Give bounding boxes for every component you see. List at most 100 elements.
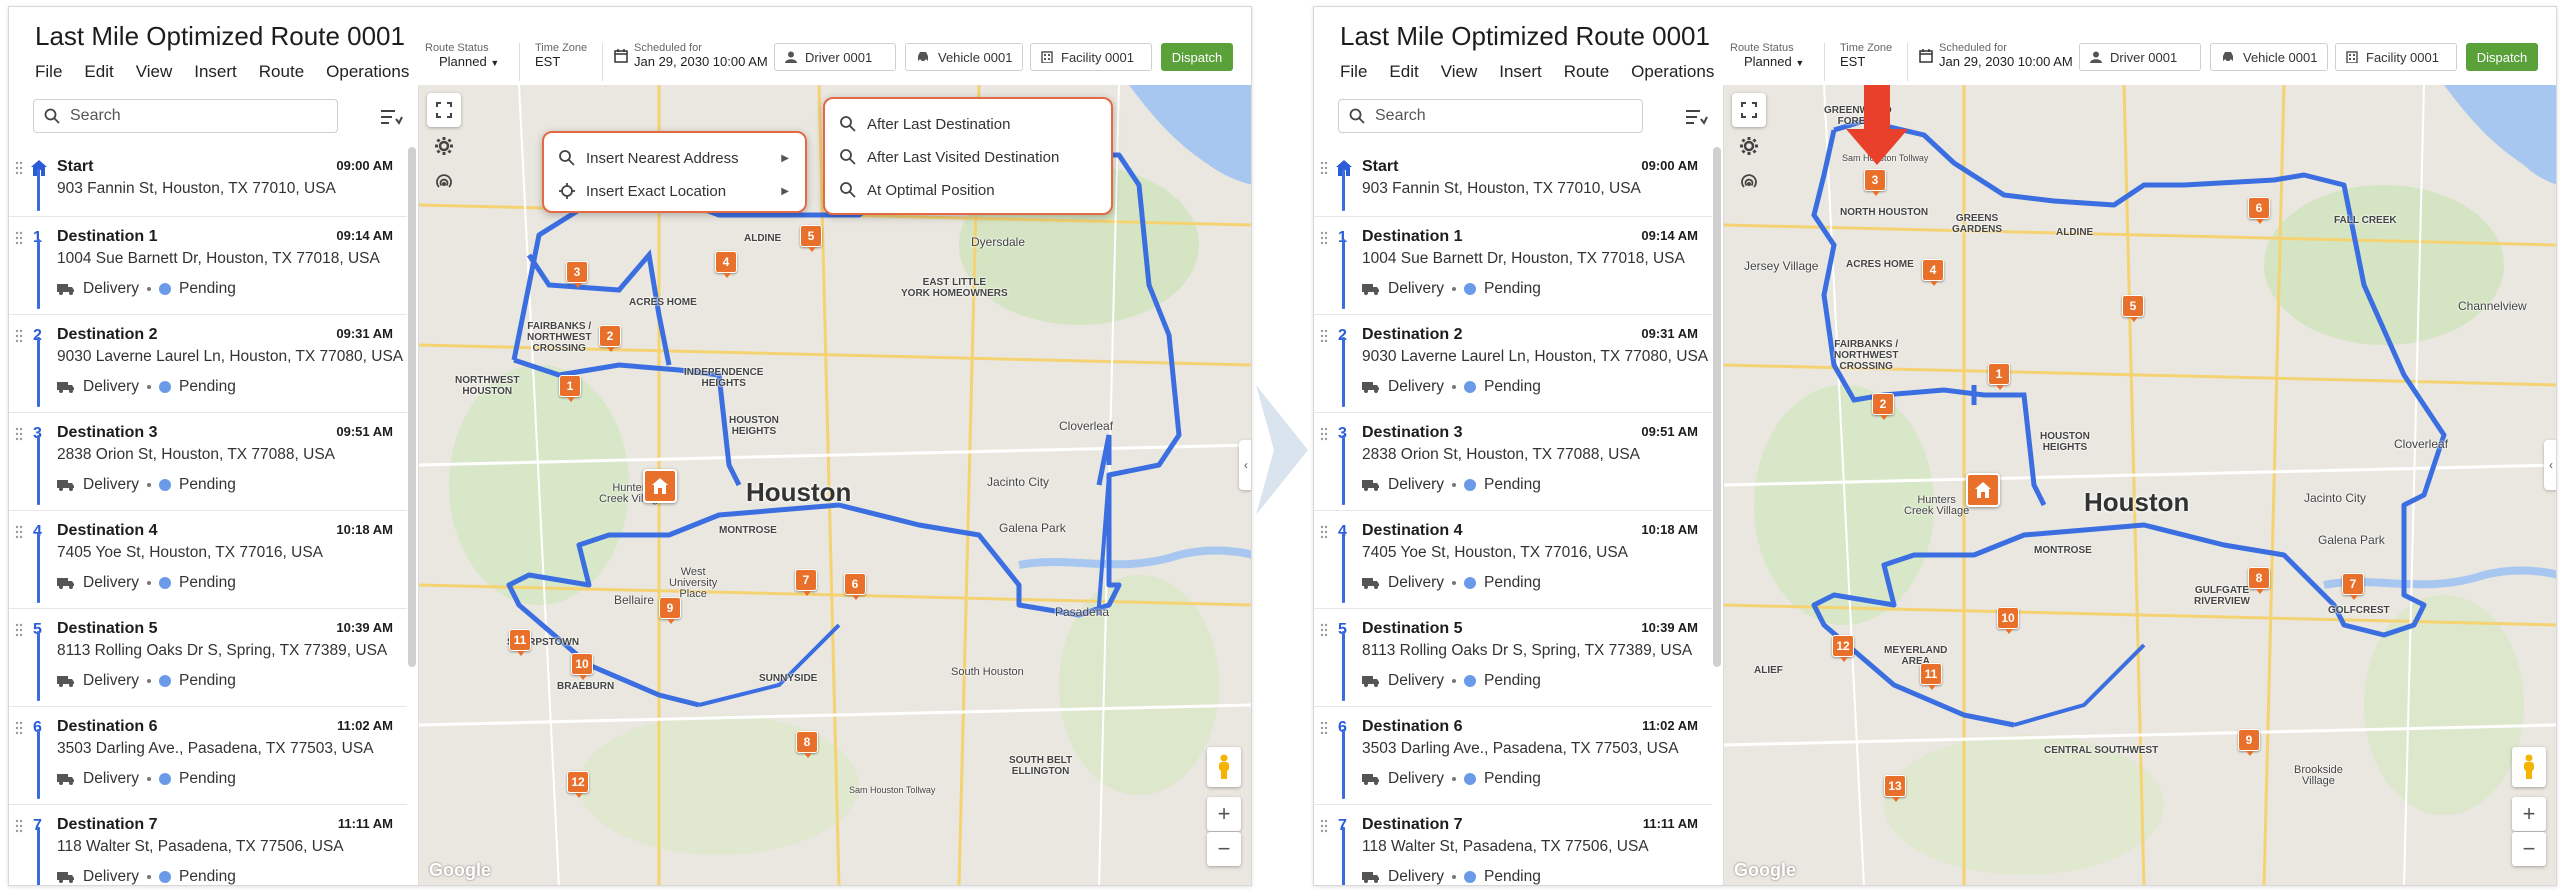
list-item[interactable]: 4 Destination 4 10:18 AM 7405 Yoe St, Ho… xyxy=(1314,511,1712,609)
geofence-button[interactable] xyxy=(1732,165,1766,199)
map-view[interactable]: ‹ + − Google Houston GREENWOOD FOREST NOR… xyxy=(1724,85,2556,885)
drag-handle-icon[interactable] xyxy=(1320,721,1328,735)
menu-file[interactable]: File xyxy=(35,62,63,81)
vehicle-button[interactable]: Vehicle 0001 xyxy=(905,43,1023,71)
marker-stop[interactable]: 12 xyxy=(1832,635,1854,662)
fullscreen-button[interactable] xyxy=(1732,93,1766,127)
marker-stop[interactable]: 7 xyxy=(795,569,817,596)
menu-insert[interactable]: Insert xyxy=(1499,62,1542,81)
list-item[interactable]: 6 Destination 6 11:02 AM 3503 Darling Av… xyxy=(1314,707,1712,805)
menu-file[interactable]: File xyxy=(1340,62,1368,81)
drag-handle-icon[interactable] xyxy=(1320,623,1328,637)
drag-handle-icon[interactable] xyxy=(1320,427,1328,441)
marker-stop[interactable]: 1 xyxy=(559,375,581,402)
marker-stop[interactable]: 5 xyxy=(2122,295,2144,322)
menu-insert[interactable]: Insert xyxy=(194,62,237,81)
settings-button[interactable] xyxy=(1732,129,1766,163)
marker-stop[interactable]: 4 xyxy=(1922,259,1944,286)
drag-handle-icon[interactable] xyxy=(1320,819,1328,833)
drag-handle-icon[interactable] xyxy=(15,329,23,343)
street-view-button[interactable] xyxy=(2512,747,2546,787)
depot-marker[interactable] xyxy=(643,469,677,503)
sort-list-icon[interactable] xyxy=(379,107,403,127)
marker-stop[interactable]: 13 xyxy=(1884,775,1906,802)
menu-item-after-last-visited[interactable]: After Last Visited Destination xyxy=(839,142,1059,172)
marker-stop[interactable]: 8 xyxy=(2248,567,2270,594)
facility-button[interactable]: Facility 0001 xyxy=(2335,43,2457,71)
sort-list-icon[interactable] xyxy=(1684,107,1708,127)
collapse-panel-button[interactable]: ‹ xyxy=(2544,440,2556,490)
menu-item-insert-exact[interactable]: Insert Exact Location xyxy=(558,176,726,206)
drag-handle-icon[interactable] xyxy=(1320,161,1328,175)
menu-route[interactable]: Route xyxy=(258,62,305,81)
marker-stop[interactable]: 2 xyxy=(1872,393,1894,420)
scheduled-for[interactable]: Scheduled for Jan 29, 2030 10:00 AM xyxy=(612,41,768,69)
marker-stop[interactable]: 6 xyxy=(2248,197,2270,224)
marker-stop[interactable]: 2 xyxy=(599,325,621,352)
marker-stop[interactable]: 1 xyxy=(1988,363,2010,390)
menu-item-insert-nearest[interactable]: Insert Nearest Address xyxy=(558,143,739,173)
dispatch-button[interactable]: Dispatch xyxy=(2466,43,2538,71)
marker-stop[interactable]: 6 xyxy=(844,573,866,600)
search-input[interactable] xyxy=(70,107,310,125)
drag-handle-icon[interactable] xyxy=(15,231,23,245)
menu-item-after-last[interactable]: After Last Destination xyxy=(839,109,1010,139)
collapse-panel-button[interactable]: ‹ xyxy=(1239,440,1251,490)
menu-route[interactable]: Route xyxy=(1563,62,1610,81)
marker-stop[interactable]: 7 xyxy=(2342,573,2364,600)
marker-stop[interactable]: 4 xyxy=(715,251,737,278)
zoom-out-button[interactable]: − xyxy=(1207,832,1241,866)
list-item[interactable]: 1 Destination 1 09:14 AM 1004 Sue Barnet… xyxy=(1314,217,1712,315)
drag-handle-icon[interactable] xyxy=(15,819,23,833)
marker-stop[interactable]: 3 xyxy=(1864,169,1886,196)
driver-button[interactable]: Driver 0001 xyxy=(2079,43,2201,71)
marker-stop[interactable]: 11 xyxy=(1920,663,1942,690)
scrollbar[interactable] xyxy=(408,147,416,667)
drag-handle-icon[interactable] xyxy=(1320,231,1328,245)
list-item[interactable]: 2 Destination 2 09:31 AM 9030 Laverne La… xyxy=(1314,315,1712,413)
marker-stop[interactable]: 10 xyxy=(1997,607,2019,634)
driver-button[interactable]: Driver 0001 xyxy=(774,43,896,71)
geofence-button[interactable] xyxy=(427,165,461,199)
list-item[interactable]: 2 Destination 2 09:31 AM 9030 Laverne La… xyxy=(9,315,407,413)
list-item[interactable]: 4 Destination 4 10:18 AM 7405 Yoe St, Ho… xyxy=(9,511,407,609)
route-status[interactable]: Route Status Planned ▼ xyxy=(1730,41,1804,70)
list-item[interactable]: 7 Destination 7 11:11 AM 118 Walter St, … xyxy=(1314,805,1712,885)
menu-edit[interactable]: Edit xyxy=(1389,62,1419,81)
menu-operations[interactable]: Operations xyxy=(326,62,410,81)
list-item[interactable]: Start 09:00 AM 903 Fannin St, Houston, T… xyxy=(1314,147,1712,217)
list-item[interactable]: 3 Destination 3 09:51 AM 2838 Orion St, … xyxy=(9,413,407,511)
marker-stop[interactable]: 9 xyxy=(2238,729,2260,756)
vehicle-button[interactable]: Vehicle 0001 xyxy=(2210,43,2328,71)
list-item[interactable]: 3 Destination 3 09:51 AM 2838 Orion St, … xyxy=(1314,413,1712,511)
dispatch-button[interactable]: Dispatch xyxy=(1161,43,1233,71)
list-item[interactable]: 5 Destination 5 10:39 AM 8113 Rolling Oa… xyxy=(1314,609,1712,707)
scrollbar[interactable] xyxy=(1713,147,1721,667)
drag-handle-icon[interactable] xyxy=(15,427,23,441)
search-input[interactable] xyxy=(1375,107,1615,125)
marker-stop[interactable]: 12 xyxy=(567,771,589,798)
menu-view[interactable]: View xyxy=(1440,62,1478,81)
menu-view[interactable]: View xyxy=(135,62,173,81)
depot-marker[interactable] xyxy=(1966,473,2000,507)
drag-handle-icon[interactable] xyxy=(15,721,23,735)
list-item[interactable]: 6 Destination 6 11:02 AM 3503 Darling Av… xyxy=(9,707,407,805)
map-view[interactable]: ‹ + − Google Houston ALDINE ACRES HOME E… xyxy=(419,85,1251,885)
marker-stop[interactable]: 11 xyxy=(509,629,531,656)
street-view-button[interactable] xyxy=(1207,747,1241,787)
drag-handle-icon[interactable] xyxy=(15,161,23,175)
list-item[interactable]: Start 09:00 AM 903 Fannin St, Houston, T… xyxy=(9,147,407,217)
zoom-in-button[interactable]: + xyxy=(2512,797,2546,831)
list-item[interactable]: 1 Destination 1 09:14 AM 1004 Sue Barnet… xyxy=(9,217,407,315)
facility-button[interactable]: Facility 0001 xyxy=(1030,43,1152,71)
menu-edit[interactable]: Edit xyxy=(84,62,114,81)
menu-operations[interactable]: Operations xyxy=(1631,62,1715,81)
menu-item-optimal-position[interactable]: At Optimal Position xyxy=(839,175,995,205)
drag-handle-icon[interactable] xyxy=(15,525,23,539)
zoom-out-button[interactable]: − xyxy=(2512,832,2546,866)
marker-stop[interactable]: 5 xyxy=(800,225,822,252)
drag-handle-icon[interactable] xyxy=(15,623,23,637)
marker-stop[interactable]: 9 xyxy=(659,597,681,624)
list-item[interactable]: 5 Destination 5 10:39 AM 8113 Rolling Oa… xyxy=(9,609,407,707)
scheduled-for[interactable]: Scheduled for Jan 29, 2030 10:00 AM xyxy=(1917,41,2073,69)
